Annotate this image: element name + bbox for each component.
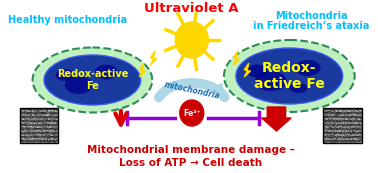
Polygon shape	[139, 63, 146, 77]
Polygon shape	[244, 63, 251, 77]
Ellipse shape	[95, 65, 118, 80]
Ellipse shape	[56, 69, 74, 81]
Text: Redox-active
Fe: Redox-active Fe	[57, 69, 128, 91]
Text: in Friedreich’s ataxia: in Friedreich’s ataxia	[253, 21, 370, 31]
Circle shape	[180, 100, 204, 126]
FancyArrow shape	[262, 107, 291, 131]
Ellipse shape	[44, 55, 141, 105]
Circle shape	[175, 22, 208, 58]
Text: Redox-
active Fe: Redox- active Fe	[254, 61, 325, 91]
Ellipse shape	[65, 76, 92, 94]
Polygon shape	[233, 51, 240, 65]
Text: Loss of ATP → Cell death: Loss of ATP → Cell death	[119, 158, 262, 168]
Ellipse shape	[295, 60, 321, 76]
Text: Fe²⁺: Fe²⁺	[183, 108, 201, 117]
Ellipse shape	[236, 48, 343, 104]
Ellipse shape	[33, 48, 152, 112]
Text: Mitochondria: Mitochondria	[275, 11, 348, 21]
Ellipse shape	[224, 40, 355, 112]
Text: Healthy mitochondria: Healthy mitochondria	[8, 15, 127, 25]
Polygon shape	[150, 51, 157, 65]
Text: Ultraviolet A: Ultraviolet A	[144, 2, 238, 16]
Ellipse shape	[247, 65, 267, 78]
Ellipse shape	[289, 83, 308, 93]
Circle shape	[177, 97, 206, 129]
Text: Mitochondrial membrane damage –: Mitochondrial membrane damage –	[87, 145, 295, 155]
Ellipse shape	[255, 71, 287, 91]
Text: mitochondria: mitochondria	[163, 80, 221, 100]
